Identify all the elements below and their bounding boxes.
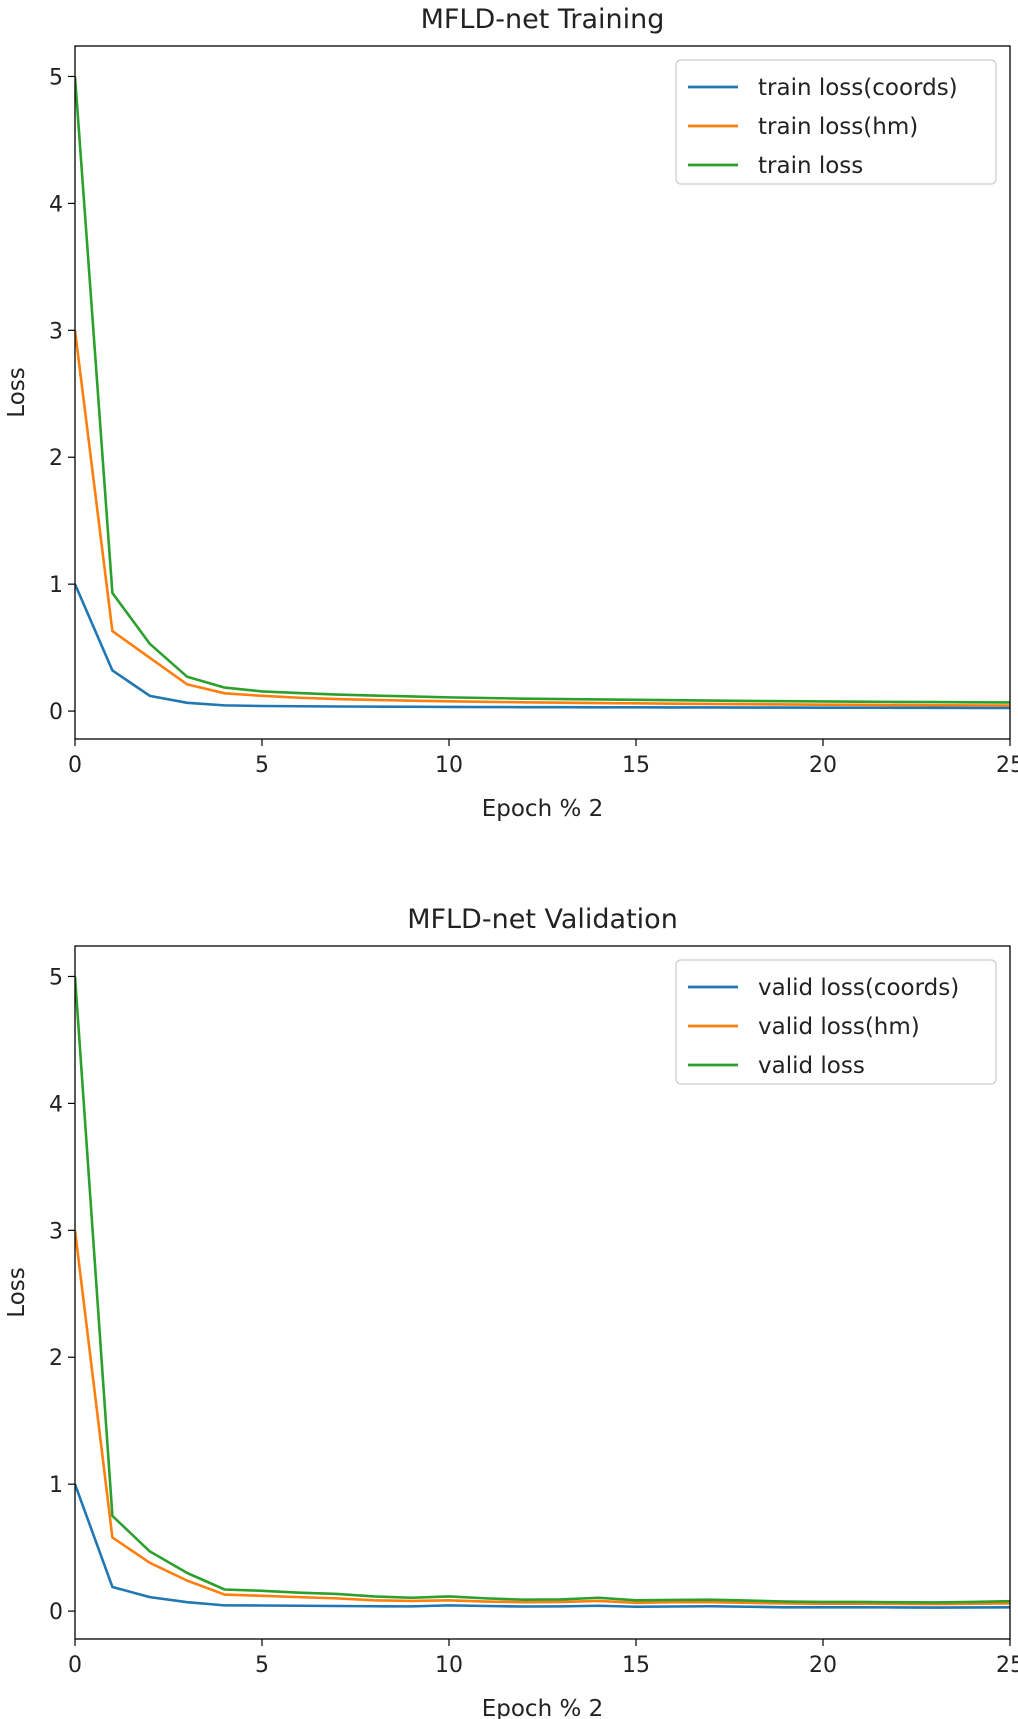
axes-frame bbox=[74, 945, 1011, 1640]
plot-area bbox=[75, 976, 1010, 1609]
x-tick-label: 10 bbox=[435, 753, 463, 778]
x-axis-label: Epoch % 2 bbox=[482, 1696, 604, 1719]
chart-title: MFLD-net Training bbox=[421, 4, 665, 35]
plot-area bbox=[75, 76, 1010, 710]
y-tick-label: 0 bbox=[49, 1600, 63, 1625]
y-tick-label: 4 bbox=[49, 1092, 63, 1117]
x-tick-label: 10 bbox=[435, 1653, 463, 1678]
y-axis-label: Loss bbox=[4, 367, 30, 417]
y-tick-label: 4 bbox=[49, 192, 63, 217]
x-tick-label: 20 bbox=[809, 1653, 837, 1678]
legend: valid loss(coords) valid loss(hm) valid lo… bbox=[675, 959, 997, 1085]
y-tick-label: 3 bbox=[49, 319, 63, 344]
y-tick-label: 3 bbox=[49, 1219, 63, 1244]
chart-title: MFLD-net Validation bbox=[407, 904, 678, 935]
legend-label-3: valid loss bbox=[758, 1053, 865, 1079]
y-tick-label: 1 bbox=[49, 1473, 63, 1498]
x-tick-label: 20 bbox=[809, 753, 837, 778]
y-tick-label: 5 bbox=[49, 965, 63, 990]
series-line-1 bbox=[75, 583, 1010, 710]
axes-frame bbox=[74, 45, 1011, 740]
y-tick-label: 2 bbox=[49, 1346, 63, 1371]
legend-box bbox=[675, 959, 997, 1085]
legend-box bbox=[675, 59, 997, 185]
x-tick-label: 5 bbox=[255, 753, 269, 778]
x-axis-label: Epoch % 2 bbox=[482, 796, 604, 822]
series-line-2 bbox=[75, 330, 1010, 707]
x-tick-label: 25 bbox=[996, 753, 1018, 778]
legend-label-2: train loss(hm) bbox=[758, 114, 918, 140]
x-tick-label: 5 bbox=[255, 1653, 269, 1678]
chart-panel-2: MFLD-net Validation 0 5 10 15 20 25 0 1 2 3 4 5 Epoch… bbox=[4, 904, 1018, 1719]
series-line-1 bbox=[75, 1483, 1010, 1609]
x-tick-label: 0 bbox=[68, 1653, 82, 1678]
legend-label-1: valid loss(coords) bbox=[758, 975, 959, 1001]
series-line-2 bbox=[75, 1230, 1010, 1606]
legend: train loss(coords) train loss(hm) train lo… bbox=[675, 59, 997, 185]
chart-panel-1: MFLD-net Training 0 5 10 15 20 25 0 1 2 3 4 5 Epoch %… bbox=[4, 4, 1018, 822]
legend-label-3: train loss bbox=[758, 153, 863, 179]
x-tick-label: 25 bbox=[996, 1653, 1018, 1678]
y-axis-label: Loss bbox=[4, 1267, 30, 1317]
legend-label-2: valid loss(hm) bbox=[758, 1014, 920, 1040]
series-line-3 bbox=[75, 976, 1010, 1604]
x-tick-label: 15 bbox=[622, 1653, 650, 1678]
legend-label-1: train loss(coords) bbox=[758, 75, 958, 101]
y-tick-label: 0 bbox=[49, 700, 63, 725]
y-tick-label: 5 bbox=[49, 65, 63, 90]
x-tick-label: 15 bbox=[622, 753, 650, 778]
y-tick-label: 1 bbox=[49, 573, 63, 598]
x-tick-label: 0 bbox=[68, 753, 82, 778]
y-tick-label: 2 bbox=[49, 446, 63, 471]
series-line-3 bbox=[75, 76, 1010, 704]
